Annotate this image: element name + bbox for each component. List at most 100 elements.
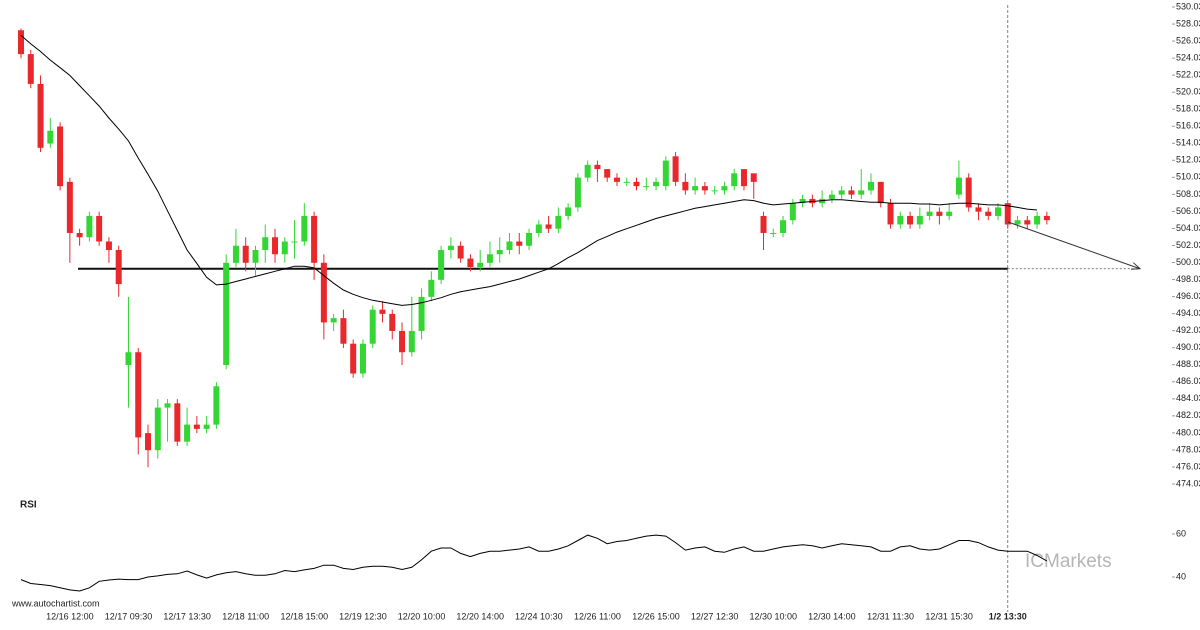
- x-tick-label: 12/17 09:30: [105, 611, 153, 621]
- moving-average: [20, 35, 1038, 306]
- candle-body: [955, 177, 962, 195]
- candle-body: [86, 215, 93, 238]
- candle-body: [828, 194, 835, 199]
- y-tick-label: 504.0300: [1176, 223, 1200, 233]
- candle-body: [96, 215, 103, 242]
- y-tick-label: 528.0300: [1176, 18, 1200, 28]
- candle-body: [418, 296, 425, 331]
- candle-body: [516, 241, 523, 246]
- candle-body: [672, 156, 679, 182]
- candle-body: [301, 215, 308, 242]
- candle-body: [467, 258, 474, 268]
- y-tick-label: 484.0300: [1176, 393, 1200, 403]
- y-tick-label: 488.0300: [1176, 359, 1200, 369]
- candle-body: [897, 215, 904, 225]
- y-tick-label: 518.0300: [1176, 104, 1200, 114]
- candle-body: [985, 211, 992, 216]
- candle-body: [340, 318, 347, 344]
- candle-body: [887, 203, 894, 225]
- candle-body: [711, 190, 718, 192]
- candle-body: [350, 343, 357, 374]
- x-tick-label: 12/26 11:00: [574, 611, 621, 621]
- candle-body: [555, 215, 562, 229]
- candle-body: [682, 181, 689, 191]
- y-tick-label: 486.0300: [1176, 376, 1200, 386]
- x-tick-label: 12/27 12:30: [691, 611, 739, 621]
- candle-body: [545, 224, 552, 229]
- candle-body: [916, 215, 923, 225]
- candle-body: [213, 386, 220, 425]
- y-tick-label: 526.0300: [1176, 35, 1200, 45]
- rsi-label: RSI: [20, 500, 37, 511]
- y-tick-label: 492.0300: [1176, 325, 1200, 335]
- candle-body: [731, 173, 738, 187]
- candle-body: [164, 403, 171, 408]
- rsi-tick-label: 60: [1176, 528, 1186, 538]
- candle-body: [633, 181, 640, 187]
- candle-body: [877, 181, 884, 204]
- y-tick-label: 514.0300: [1176, 138, 1200, 148]
- x-tick-label: 12/18 11:00: [222, 611, 269, 621]
- candle-body: [428, 279, 435, 297]
- candle-body: [946, 211, 953, 216]
- candle-body: [477, 262, 484, 268]
- candle-body: [76, 232, 83, 238]
- y-tick-label: 516.0300: [1176, 121, 1200, 131]
- candle-body: [1034, 215, 1041, 225]
- y-tick-label: 476.0300: [1176, 461, 1200, 471]
- candle-body: [369, 309, 376, 344]
- candle-body: [535, 224, 542, 233]
- candle-body: [115, 250, 122, 285]
- candle-body: [135, 352, 142, 438]
- x-tick-label: 12/26 15:00: [632, 611, 680, 621]
- candle-body: [66, 181, 73, 233]
- x-tick-label: 1/2 13:30: [989, 611, 1027, 621]
- candle-body: [232, 245, 239, 263]
- rsi-tick-label: 40: [1176, 571, 1186, 581]
- candle-body: [594, 164, 601, 170]
- y-tick-label: 496.0300: [1176, 291, 1200, 301]
- candle-body: [447, 245, 454, 251]
- candle-body: [389, 313, 396, 331]
- forecast-arrowhead: [1130, 262, 1142, 270]
- candle-body: [926, 211, 933, 216]
- y-tick-label: 494.0300: [1176, 308, 1200, 318]
- y-tick-label: 520.0300: [1176, 87, 1200, 97]
- y-tick-label: 490.0300: [1176, 342, 1200, 352]
- candle-body: [154, 407, 161, 451]
- candle-body: [1014, 220, 1021, 225]
- candle-body: [770, 232, 777, 234]
- candle-body: [145, 433, 152, 451]
- y-tick-label: 478.0300: [1176, 444, 1200, 454]
- candle-body: [662, 160, 669, 187]
- candle-body: [1043, 215, 1050, 221]
- candle-body: [965, 177, 972, 208]
- candle-body: [203, 424, 210, 429]
- x-tick-label: 12/31 15:30: [925, 611, 973, 621]
- y-tick-label: 524.0300: [1176, 52, 1200, 62]
- candle-body: [174, 403, 181, 442]
- candle-body: [311, 215, 318, 263]
- x-tick-label: 12/20 10:00: [398, 611, 446, 621]
- x-tick-label: 12/16 12:00: [46, 611, 94, 621]
- y-tick-label: 530.0300: [1176, 1, 1200, 11]
- candle-body: [526, 232, 533, 246]
- candle-body: [613, 177, 620, 182]
- candle-body: [858, 190, 865, 195]
- candle-body: [27, 54, 34, 84]
- candle-body: [780, 220, 787, 233]
- candle-body: [399, 330, 406, 353]
- y-tick-label: 512.0300: [1176, 155, 1200, 165]
- x-tick-label: 12/24 10:30: [515, 611, 563, 621]
- candle-body: [574, 177, 581, 208]
- source: www.autochartist.com: [11, 598, 100, 608]
- candle-body: [848, 190, 855, 195]
- y-tick-label: 498.0300: [1176, 274, 1200, 284]
- x-tick-label: 12/19 12:30: [339, 611, 387, 621]
- x-tick-label: 12/17 13:30: [163, 611, 211, 621]
- candle-body: [330, 318, 337, 323]
- candle-body: [223, 262, 230, 366]
- candle-body: [320, 262, 327, 323]
- candle-body: [692, 186, 699, 191]
